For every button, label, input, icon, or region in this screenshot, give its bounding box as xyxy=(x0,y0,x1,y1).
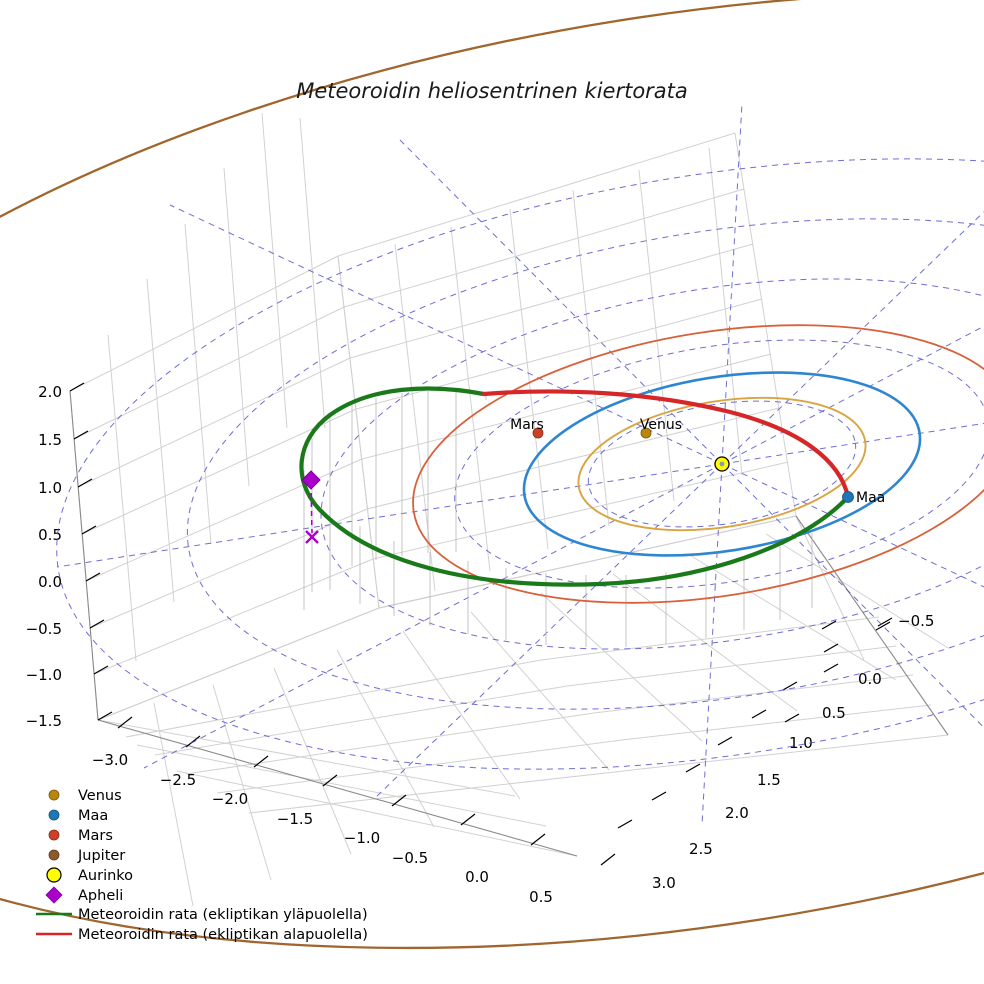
polar-circle-5 xyxy=(56,158,984,770)
legend-item-maa[interactable]: Maa xyxy=(48,808,108,824)
legend-maa-label: Maa xyxy=(78,808,108,824)
venus-label: Venus xyxy=(640,417,682,433)
mars-marker xyxy=(532,427,544,439)
x-tick-2: −2.0 xyxy=(212,790,248,808)
x-axis-tick-labels: −3.0 −2.5 −2.0 −1.5 −1.0 −0.5 0.0 0.5 xyxy=(92,751,553,906)
z-tick-7: −1.5 xyxy=(26,712,62,730)
orbit-stem-lines xyxy=(303,390,813,647)
legend-meteoroid-above-label: Meteoroidin rata (ekliptikan yläpuolella… xyxy=(78,907,368,923)
y-tick-5: 2.0 xyxy=(725,804,749,822)
legend-item-aurinko[interactable]: Aurinko xyxy=(46,867,133,884)
meteoroid-orbit-above-ecliptic xyxy=(299,386,851,587)
earth-label: Maa xyxy=(856,490,885,506)
legend-apheli-icon xyxy=(45,886,63,904)
y-tick-4: 1.5 xyxy=(757,771,781,789)
legend-aurinko-icon xyxy=(46,867,62,883)
legend-item-jupiter[interactable]: Jupiter xyxy=(48,848,125,864)
x-axis-spine xyxy=(97,719,578,857)
aphelion-marker xyxy=(301,470,321,490)
polar-circle-4 xyxy=(186,218,984,710)
y-tick-6: 2.5 xyxy=(689,840,713,858)
legend-venus-label: Venus xyxy=(78,788,122,804)
sun-marker-core xyxy=(719,461,725,467)
z-tick-5: −0.5 xyxy=(26,620,62,638)
body-markers: Mars Venus Maa xyxy=(510,417,885,506)
y-tick-2: 0.5 xyxy=(822,704,846,722)
mars-label: Mars xyxy=(510,417,544,433)
legend-jupiter-icon xyxy=(48,849,60,861)
aphelion-drop-line xyxy=(310,483,313,534)
legend-mars-label: Mars xyxy=(78,828,113,844)
y-axis-tick-marks-2 xyxy=(617,617,893,829)
aphelion-projection-marker xyxy=(305,530,319,544)
y-axis-ticks xyxy=(784,620,891,723)
legend-apheli-label: Apheli xyxy=(78,888,123,904)
legend-meteoroid-below-label: Meteoroidin rata (ekliptikan alapuolella… xyxy=(78,927,368,943)
legend-maa-icon xyxy=(48,809,60,821)
x-tick-3: −1.5 xyxy=(277,810,313,828)
axis-spines xyxy=(69,390,949,857)
legend-item-meteoroid-above[interactable]: Meteoroidin rata (ekliptikan yläpuolella… xyxy=(36,907,368,923)
venus-marker xyxy=(640,427,652,439)
y-axis-tick-labels: −0.5 0.0 0.5 1.0 1.5 2.0 2.5 3.0 xyxy=(652,612,934,892)
polar-grid xyxy=(56,102,984,826)
legend-item-meteoroid-below[interactable]: Meteoroidin rata (ekliptikan alapuolella… xyxy=(36,927,368,943)
x-axis-ticks xyxy=(117,716,616,866)
y-tick-3: 1.0 xyxy=(789,734,813,752)
orbit-venus xyxy=(577,396,867,532)
legend-item-apheli[interactable]: Apheli xyxy=(45,886,123,904)
z-tick-6: −1.0 xyxy=(26,666,62,684)
meteoroid-orbit xyxy=(299,386,851,587)
z-tick-1: 1.5 xyxy=(38,431,62,449)
orbit-mars xyxy=(412,324,984,604)
x-tick-0: −3.0 xyxy=(92,751,128,769)
earth-marker xyxy=(842,491,854,503)
z-tick-4: 0.0 xyxy=(38,573,62,591)
pane-floor xyxy=(97,515,949,907)
y-tick-7: 3.0 xyxy=(652,874,676,892)
polar-circle-2 xyxy=(454,339,984,589)
x-tick-1: −2.5 xyxy=(160,771,196,789)
z-axis-ticks xyxy=(69,382,113,721)
x-tick-7: 0.5 xyxy=(529,888,553,906)
z-tick-0: 2.0 xyxy=(38,383,62,401)
z-axis-spine xyxy=(69,390,99,721)
z-axis-tick-labels: 2.0 1.5 1.0 0.5 0.0 −0.5 −1.0 −1.5 xyxy=(26,383,62,730)
polar-circle-3 xyxy=(320,278,984,650)
z-tick-3: 0.5 xyxy=(38,526,62,544)
legend-aurinko-label: Aurinko xyxy=(78,868,133,884)
legend-mars-icon xyxy=(48,829,60,841)
y-tick-0: −0.5 xyxy=(898,612,934,630)
page-title: Meteoroidin heliosentrinen kiertorata xyxy=(296,79,688,103)
z-tick-2: 1.0 xyxy=(38,479,62,497)
x-tick-4: −1.0 xyxy=(344,829,380,847)
y-axis-spine xyxy=(795,515,949,736)
aphelion-group xyxy=(301,470,321,544)
legend-jupiter-label: Jupiter xyxy=(77,848,125,864)
legend-item-venus[interactable]: Venus xyxy=(48,788,122,804)
x-tick-5: −0.5 xyxy=(392,849,428,867)
meteoroid-orbit-below-ecliptic xyxy=(481,389,851,500)
legend-item-mars[interactable]: Mars xyxy=(48,828,113,844)
orbit-earth xyxy=(522,371,922,557)
polar-radial-spokes xyxy=(56,102,984,826)
legend: Venus Maa Mars Jupiter Aurinko Apheli xyxy=(36,788,368,943)
y-tick-1: 0.0 xyxy=(858,670,882,688)
x-tick-6: 0.0 xyxy=(465,868,489,886)
legend-venus-icon xyxy=(48,789,60,801)
